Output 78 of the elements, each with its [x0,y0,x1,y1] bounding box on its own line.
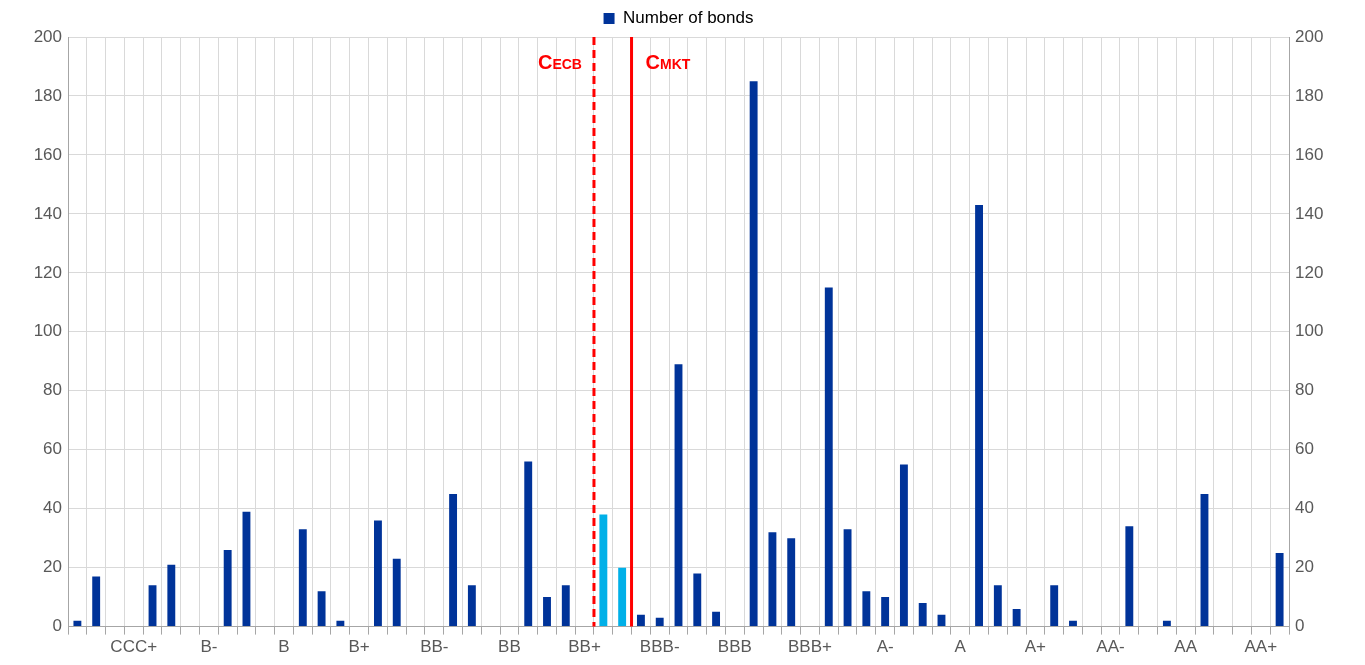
bar [787,538,796,627]
bar [618,567,627,627]
bar [599,514,608,627]
bar [749,81,758,627]
y2-tick-label: 160 [1295,144,1324,164]
x-tick-label: CCC+ [110,637,158,657]
y-tick-label: 0 [52,616,62,636]
bar [993,585,1002,627]
bar [1125,526,1134,627]
y-tick-label: 140 [33,203,62,223]
bar [1069,620,1077,627]
x-tick-label: BB [498,637,521,657]
bar [843,529,852,627]
y-tick-label: 100 [33,321,62,341]
x-tick-label: AA- [1096,637,1125,657]
x-tick-label: AA+ [1244,637,1278,657]
bar [899,464,908,627]
bar [223,549,232,627]
y2-tick-label: 80 [1295,380,1314,400]
x-tick-label: A [954,637,967,657]
bar [449,493,458,627]
bar [975,205,983,627]
y-tick-label: 180 [33,85,62,105]
bar [336,620,345,627]
y2-tick-label: 180 [1295,85,1324,105]
y2-tick-label: 0 [1295,616,1305,636]
y2-tick-label: 100 [1295,321,1324,341]
y2-tick-label: 120 [1295,262,1324,282]
x-tick-label: A- [876,637,894,657]
y-tick-label: 80 [43,380,62,400]
x-tick-label: B- [200,637,218,657]
bar [881,597,890,627]
bar [374,520,382,627]
y2-tick-label: 20 [1295,557,1314,577]
y-tick-label: 200 [33,26,62,46]
bar [655,617,664,627]
bar [392,558,401,627]
y-tick-label: 40 [43,498,62,518]
x-tick-label: B+ [348,637,370,657]
bar [561,585,570,627]
bar [636,614,645,627]
annotation: CECB [537,51,582,73]
y-tick-label: 20 [43,557,62,577]
bar [317,591,326,627]
x-tick-label: A+ [1024,637,1047,657]
x-tick-label: B [278,637,290,657]
x-tick-label: AA [1174,637,1198,657]
bar [693,573,702,627]
bar [824,287,833,627]
bar [543,597,551,627]
bar [1012,608,1021,627]
y2-tick-label: 60 [1295,439,1314,459]
x-tick-label: BB+ [568,637,601,657]
x-tick-label: BBB [717,637,752,657]
bar [862,591,871,627]
y-tick-label: 160 [33,144,62,164]
bar [1162,620,1171,627]
bar [1275,552,1284,627]
bar [768,532,777,627]
legend-label: Number of bonds [623,8,754,28]
x-tick-label: BBB- [639,637,680,657]
bar [298,529,307,627]
y-tick-label: 120 [33,262,62,282]
y2-tick-label: 140 [1295,203,1324,223]
bar [1050,585,1059,627]
bar [92,576,101,627]
y2-tick-label: 40 [1295,498,1314,518]
y-tick-label: 60 [43,439,62,459]
bar [524,461,533,627]
bar [467,585,476,627]
x-tick-label: BBB+ [788,637,833,657]
y2-tick-label: 200 [1295,26,1324,46]
annotation: CMKT [645,51,691,73]
bar [73,620,82,627]
bar [918,603,927,627]
bar [712,611,721,627]
x-tick-label: BB- [420,637,449,657]
bar [167,564,176,627]
